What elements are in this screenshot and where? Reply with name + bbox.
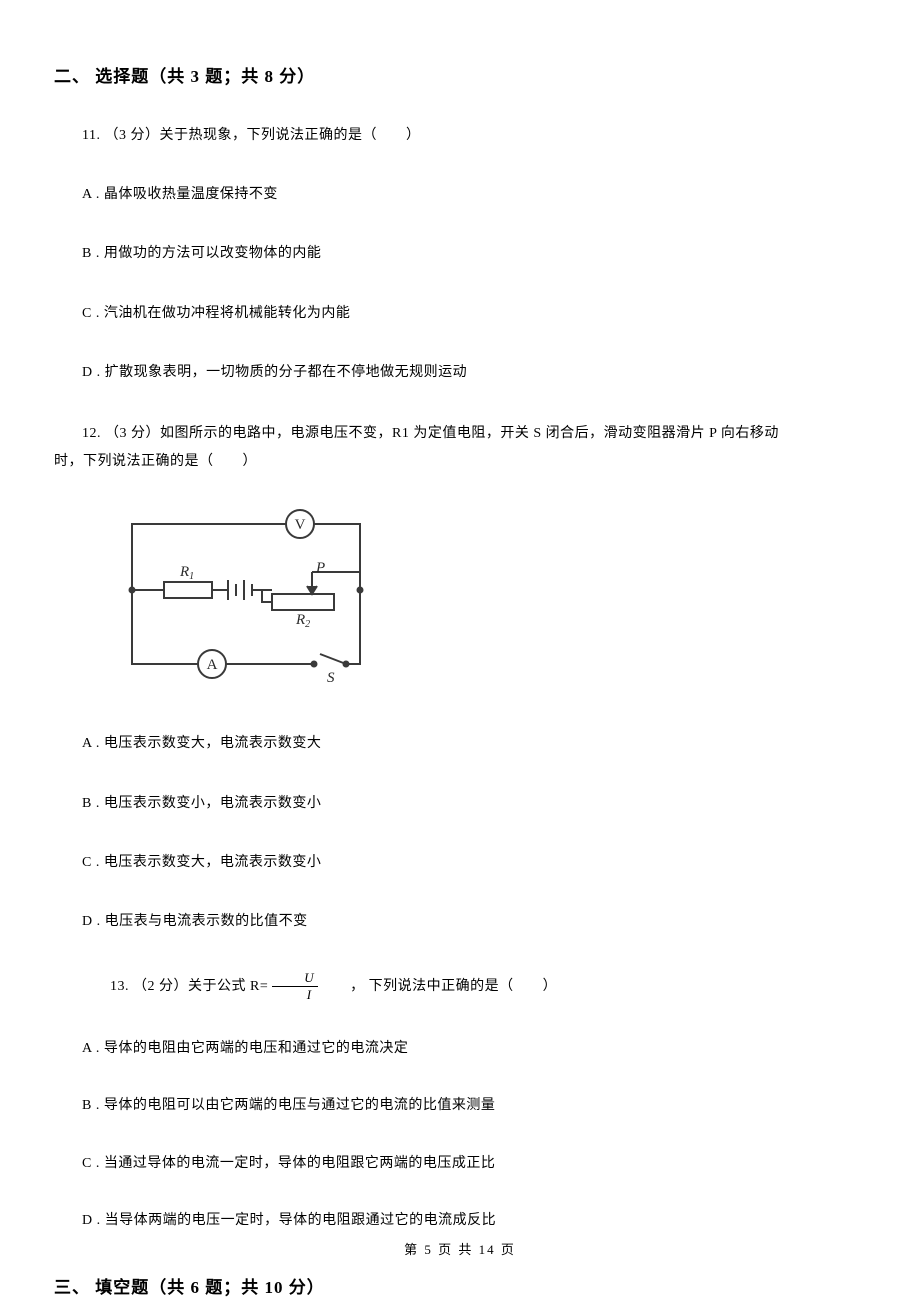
q12-stem-line1: 12. （3 分）如图所示的电路中，电源电压不变，R1 为定值电阻，开关 S 闭… [54,421,866,446]
q13-fraction-den: I [275,987,316,1003]
switch-label: S [327,670,335,686]
q12-option-b: B . 电压表示数变小，电流表示数变小 [54,791,866,816]
slider-p-label: P [315,560,325,576]
page-footer: 第 5 页 共 14 页 [0,1239,920,1258]
r2-label: R2 [295,612,310,630]
q11-stem: 11. （3 分）关于热现象，下列说法正确的是（ ） [54,123,866,148]
q13-fraction-num: U [272,970,318,987]
q12-stem-line2: 时，下列说法正确的是（ ） [54,446,866,478]
q11-option-a: A . 晶体吸收热量温度保持不变 [54,182,866,207]
ammeter-label: A [207,657,218,673]
q12-option-d: D . 电压表与电流表示数的比值不变 [54,909,866,934]
r1-label: R1 [179,564,194,582]
question-11: 11. （3 分）关于热现象，下列说法正确的是（ ） A . 晶体吸收热量温度保… [54,123,866,385]
q11-option-c: C . 汽油机在做功冲程将机械能转化为内能 [54,301,866,326]
q13-option-a: A . 导体的电阻由它两端的电压和通过它的电流决定 [54,1036,866,1061]
section-2-heading: 二、 选择题（共 3 题；共 8 分） [54,62,866,87]
question-12: 12. （3 分）如图所示的电路中，电源电压不变，R1 为定值电阻，开关 S 闭… [54,421,866,934]
q12-circuit-diagram: V A R1 P R2 S [102,506,378,686]
q11-option-b: B . 用做功的方法可以改变物体的内能 [54,241,866,266]
q11-option-d: D . 扩散现象表明，一切物质的分子都在不停地做无规则运动 [54,360,866,385]
q12-option-c: C . 电压表示数变大，电流表示数变小 [54,850,866,875]
q13-stem-prefix: 13. （2 分）关于公式 R= [82,974,268,999]
q13-option-b: B . 导体的电阻可以由它两端的电压与通过它的电流的比值来测量 [54,1093,866,1118]
section-3-heading: 三、 填空题（共 6 题；共 10 分） [54,1273,866,1298]
q12-option-a: A . 电压表示数变大，电流表示数变大 [54,731,866,756]
question-13: 13. （2 分）关于公式 R= U I ， 下列说法中正确的是（ ） A . … [54,970,866,1233]
q13-fraction: U I [272,970,318,1002]
q13-stem: 13. （2 分）关于公式 R= U I ， 下列说法中正确的是（ ） [54,970,866,1002]
q13-option-d: D . 当导体两端的电压一定时，导体的电阻跟通过它的电流成反比 [54,1208,866,1233]
q13-option-c: C . 当通过导体的电流一定时，导体的电阻跟它两端的电压成正比 [54,1151,866,1176]
voltmeter-label: V [295,517,306,533]
q13-stem-suffix: ， 下列说法中正确的是（ ） [322,974,557,999]
